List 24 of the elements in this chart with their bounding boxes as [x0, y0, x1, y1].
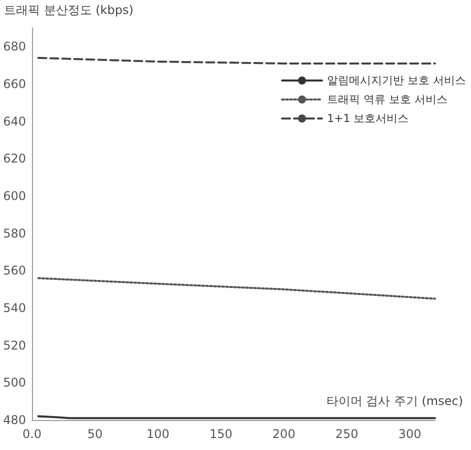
x-tick-label: 0.0 [22, 427, 42, 441]
y-tick-label: 660 [3, 77, 26, 91]
y-tick-label: 680 [3, 40, 26, 54]
x-tick-label: 250 [335, 427, 358, 441]
x-tick-label: 300 [398, 427, 422, 441]
y-tick-label: 580 [3, 226, 26, 240]
x-tick-label: 50 [87, 427, 103, 441]
x-axis-title: 타이머 검사 주기 (msec) [326, 394, 464, 408]
y-tick-label: 600 [3, 189, 26, 203]
y-tick-label: 640 [3, 114, 26, 128]
legend-label: 트래픽 역류 보호 서비스 [327, 93, 448, 106]
legend-label: 1+1 보호서비스 [327, 112, 409, 125]
y-tick-label: 620 [3, 152, 26, 166]
x-tick-label: 200 [272, 427, 296, 441]
y-tick-label: 500 [3, 376, 26, 390]
y-tick-label: 560 [3, 264, 26, 278]
y-tick-label: 520 [3, 338, 26, 352]
y-tick-label: 540 [3, 301, 26, 315]
x-tick-label: 150 [209, 427, 232, 441]
y-axis-title: 트래픽 분산정도 (kbps) [4, 3, 134, 17]
line-series [37, 277, 436, 300]
legend-label: 알림메시지기반 보호 서비스 [327, 74, 466, 87]
x-tick-label: 100 [146, 427, 170, 441]
y-tick-label: 480 [3, 413, 26, 427]
